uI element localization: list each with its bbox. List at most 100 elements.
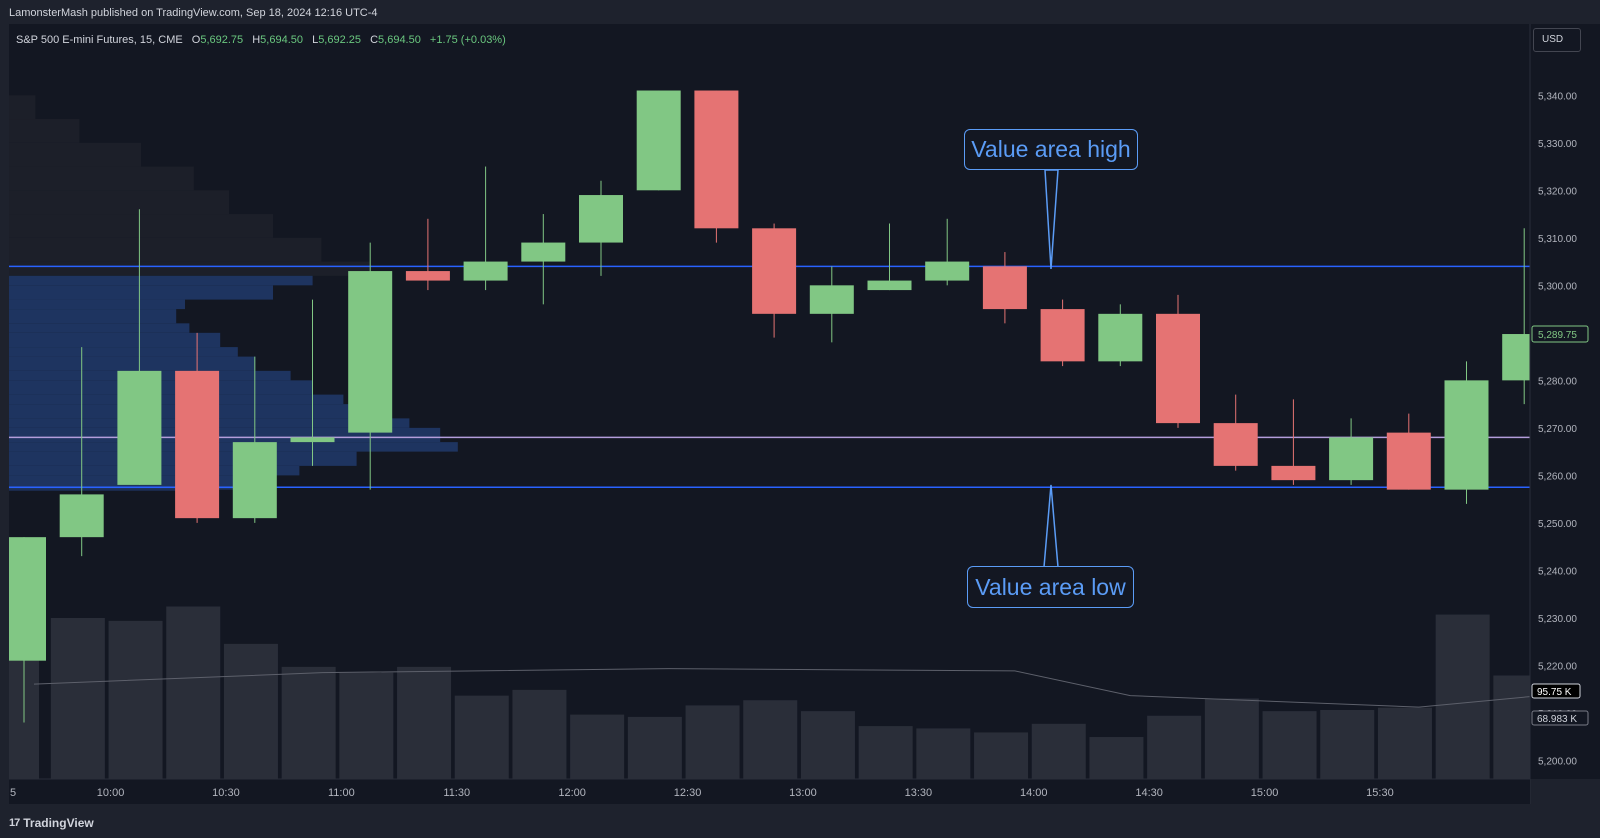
- profile-bin: [9, 356, 256, 371]
- x-tick-label: 5: [10, 787, 16, 799]
- x-tick-label: 13:00: [789, 787, 817, 799]
- volume-bar: [1147, 715, 1202, 779]
- candle-body[interactable]: [579, 195, 623, 243]
- candle-body[interactable]: [232, 442, 277, 519]
- profile-bin: [9, 309, 177, 324]
- profile-bin: [9, 95, 36, 120]
- x-axis-ticks: 5 10:00 10:30 11:00 11:30 12:00 12:30 13:00 13:3…: [10, 787, 1394, 799]
- candle-body[interactable]: [405, 271, 450, 281]
- profile-bin: [9, 323, 190, 333]
- profile-bin: [9, 119, 80, 143]
- x-tick-label: 11:00: [328, 787, 355, 799]
- published-header: LamonsterMash published on TradingView.c…: [0, 0, 1600, 24]
- x-tick-label: 14:30: [1135, 787, 1163, 799]
- volume-bar: [858, 726, 913, 779]
- volume-bar: [743, 700, 798, 779]
- callout-pointers: [1043, 169, 1059, 568]
- volume-tag-2-text: 68.983 K: [1537, 714, 1577, 725]
- x-tick-label: 14:00: [1020, 787, 1048, 799]
- profile-bin: [9, 275, 313, 286]
- time-axis[interactable]: [9, 779, 1530, 804]
- last-price-tag-text: 5,289.75: [1538, 330, 1577, 341]
- low-value: 5,692.25: [318, 34, 362, 46]
- candle-body[interactable]: [1213, 423, 1258, 466]
- volume-ma-line: [33, 668, 1535, 708]
- volume-bar: [570, 714, 625, 779]
- candle-body[interactable]: [925, 261, 970, 281]
- y-tick-label: 5,340.00: [1538, 91, 1577, 102]
- volume-tag-1: [1531, 683, 1581, 699]
- volume-bar: [1262, 711, 1317, 779]
- low-label: L: [312, 34, 319, 46]
- candle-body[interactable]: [117, 370, 162, 485]
- y-tick-label: 5,260.00: [1538, 471, 1577, 482]
- candle-body[interactable]: [1386, 432, 1431, 490]
- profile-bin: [9, 299, 185, 310]
- volume-bar: [108, 620, 163, 779]
- candle-body[interactable]: [867, 280, 912, 291]
- volume-bar: [627, 716, 682, 779]
- price-axis[interactable]: [1530, 24, 1600, 779]
- x-tick-label: 15:30: [1366, 787, 1394, 799]
- tradingview-logo[interactable]: 17 TradingView: [9, 816, 94, 830]
- volume-bar: [685, 705, 740, 779]
- profile-bin: [9, 142, 141, 167]
- volume-bar: [454, 695, 509, 779]
- candle-body[interactable]: [175, 370, 220, 519]
- volume-bar: [1435, 614, 1490, 779]
- candle-body[interactable]: [752, 228, 797, 314]
- candle-body[interactable]: [1271, 465, 1316, 481]
- candlesticks[interactable]: [9, 90, 1547, 723]
- close-value: 5,694.50: [378, 34, 421, 46]
- x-tick-label: 12:30: [674, 787, 702, 799]
- change-value: +1.75 (+0.03%): [429, 34, 506, 46]
- candle-body[interactable]: [290, 437, 335, 443]
- volume-bar: [1031, 723, 1086, 779]
- y-tick-label: 5,280.00: [1538, 376, 1577, 387]
- y-tick-label: 5,300.00: [1538, 281, 1577, 292]
- candle-body[interactable]: [463, 261, 508, 281]
- candle-body[interactable]: [348, 271, 393, 433]
- close-label: C: [370, 34, 379, 46]
- candle-body[interactable]: [9, 537, 46, 661]
- y-tick-label: 5,230.00: [1538, 614, 1577, 625]
- volume-bar: [1377, 707, 1432, 779]
- candle-body[interactable]: [1040, 309, 1085, 362]
- y-tick-label: 5,310.00: [1538, 234, 1577, 245]
- ohlc-legend: S&P 500 E-mini Futures, 15, CME O5,692.7…: [16, 32, 506, 48]
- candle-body[interactable]: [809, 285, 854, 314]
- last-price-tag: [1531, 325, 1589, 343]
- symbol-name[interactable]: S&P 500 E-mini Futures, 15, CME: [16, 34, 183, 46]
- candle-body[interactable]: [1329, 437, 1374, 481]
- value-area-high-pointer: [1044, 169, 1059, 270]
- candle-body[interactable]: [1098, 313, 1143, 362]
- candle-body[interactable]: [694, 90, 739, 229]
- volume-tag-2: [1531, 710, 1589, 726]
- profile-bin: [9, 190, 229, 215]
- tradingview-logo-text: TradingView: [23, 816, 94, 830]
- x-tick-label: 12:00: [558, 787, 586, 799]
- price-tags: 5,289.75 95.75 K 68.983 K: [1531, 325, 1589, 726]
- volume-bar: [974, 732, 1029, 779]
- profile-bin: [9, 347, 238, 357]
- candle-body[interactable]: [982, 266, 1027, 310]
- candle-body[interactable]: [636, 90, 681, 191]
- candle-body[interactable]: [521, 242, 566, 262]
- x-tick-label: 15:00: [1251, 787, 1279, 799]
- candle-body[interactable]: [1156, 313, 1200, 424]
- high-value: 5,694.50: [260, 34, 303, 46]
- volume-bar: [800, 711, 855, 779]
- open-value: 5,692.75: [200, 34, 244, 46]
- currency-button[interactable]: USD: [1533, 28, 1581, 52]
- y-tick-label: 5,330.00: [1538, 139, 1577, 150]
- candle-body[interactable]: [59, 494, 104, 538]
- volume-bar: [1320, 710, 1375, 779]
- y-tick-label: 5,250.00: [1538, 519, 1577, 530]
- footer-bar: 17 TradingView: [0, 804, 1600, 838]
- y-tick-label: 5,320.00: [1538, 186, 1577, 197]
- y-tick-label: 5,200.00: [1538, 756, 1577, 767]
- y-tick-label: 5,220.00: [1538, 661, 1577, 672]
- candle-body[interactable]: [1444, 380, 1489, 490]
- profile-bin: [9, 166, 194, 191]
